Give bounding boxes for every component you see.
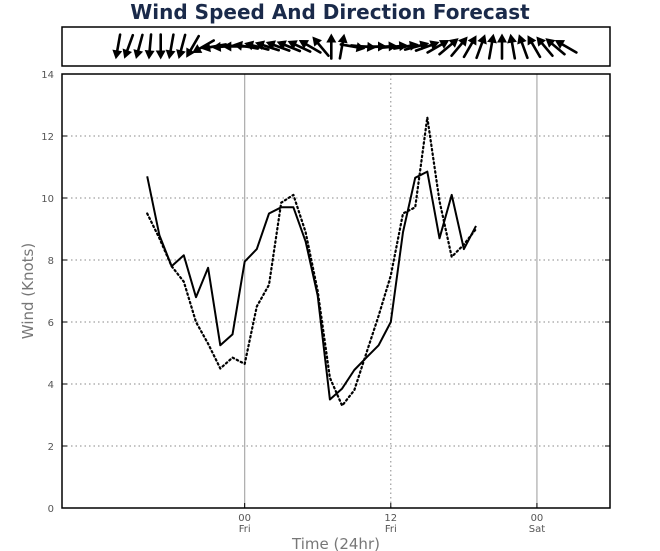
- wind-direction-arrow: [462, 35, 477, 59]
- x-tick-day-label: Fri: [239, 524, 251, 535]
- wind-direction-arrow: [426, 40, 450, 54]
- x-axis-label: Time (24hr): [291, 535, 380, 551]
- wind-direction-arrow: [487, 33, 497, 60]
- y-tick-label: 4: [48, 380, 54, 391]
- wind-direction-arrow: [165, 33, 176, 60]
- wind-direction-arrow: [298, 40, 322, 54]
- wind-direction-arrow: [122, 33, 135, 59]
- wind-direction-arrow: [497, 33, 507, 60]
- wind-direction-arrow: [276, 40, 302, 53]
- x-tick-label: 00: [238, 513, 251, 524]
- direction-strip: [61, 26, 611, 67]
- wind-direction-arrow: [192, 39, 215, 53]
- series-line-solid: [146, 170, 477, 401]
- wind-direction-arrow: [438, 38, 459, 56]
- wind-direction-arrow: [337, 33, 348, 60]
- direction-strip-frame: [61, 26, 611, 67]
- y-tick-label: 12: [41, 132, 54, 143]
- wind-direction-arrow: [287, 40, 312, 53]
- wind-direction-arrow: [155, 33, 166, 60]
- wind-direction-arrow: [507, 33, 517, 60]
- wind-direction-arrow: [254, 40, 281, 52]
- wind-direction-arrow: [112, 33, 123, 60]
- wind-direction-arrow: [326, 33, 337, 60]
- x-tick-label: 12: [384, 513, 397, 524]
- chart-title: Wind Speed And Direction Forecast: [130, 0, 530, 24]
- y-tick-label: 10: [41, 194, 54, 205]
- wind-direction-arrow: [475, 34, 487, 60]
- y-tick-label: 2: [48, 442, 54, 453]
- wind-direction-arrow: [554, 40, 578, 54]
- wind-direction-arrow: [265, 40, 291, 52]
- y-tick-label: 8: [48, 256, 54, 267]
- series-line-dotted: [146, 116, 478, 407]
- wind-direction-arrow: [176, 33, 187, 60]
- wind-direction-arrow: [144, 33, 155, 60]
- wind-direction-arrow: [536, 36, 554, 57]
- wind-direction-arrow: [133, 33, 144, 60]
- wind-direction-arrow: [414, 40, 440, 52]
- x-tick-day-label: Sat: [529, 524, 545, 535]
- wind-direction-arrow: [312, 36, 330, 57]
- wind-direction-arrow: [527, 35, 542, 59]
- wind-direction-arrow: [450, 36, 468, 57]
- wind-direction-arrow: [186, 34, 200, 58]
- x-tick-day-label: Fri: [385, 524, 397, 535]
- y-tick-label: 6: [48, 318, 54, 329]
- y-axis-label: Wind (Knots): [19, 243, 37, 339]
- y-tick-label: 14: [41, 70, 54, 81]
- wind-direction-arrow: [545, 38, 566, 56]
- y-tick-label: 0: [48, 504, 54, 515]
- x-tick-label: 00: [531, 513, 544, 524]
- plot-frame: [61, 73, 611, 509]
- wind-direction-arrow: [244, 40, 270, 51]
- wind-direction-arrow: [517, 34, 529, 60]
